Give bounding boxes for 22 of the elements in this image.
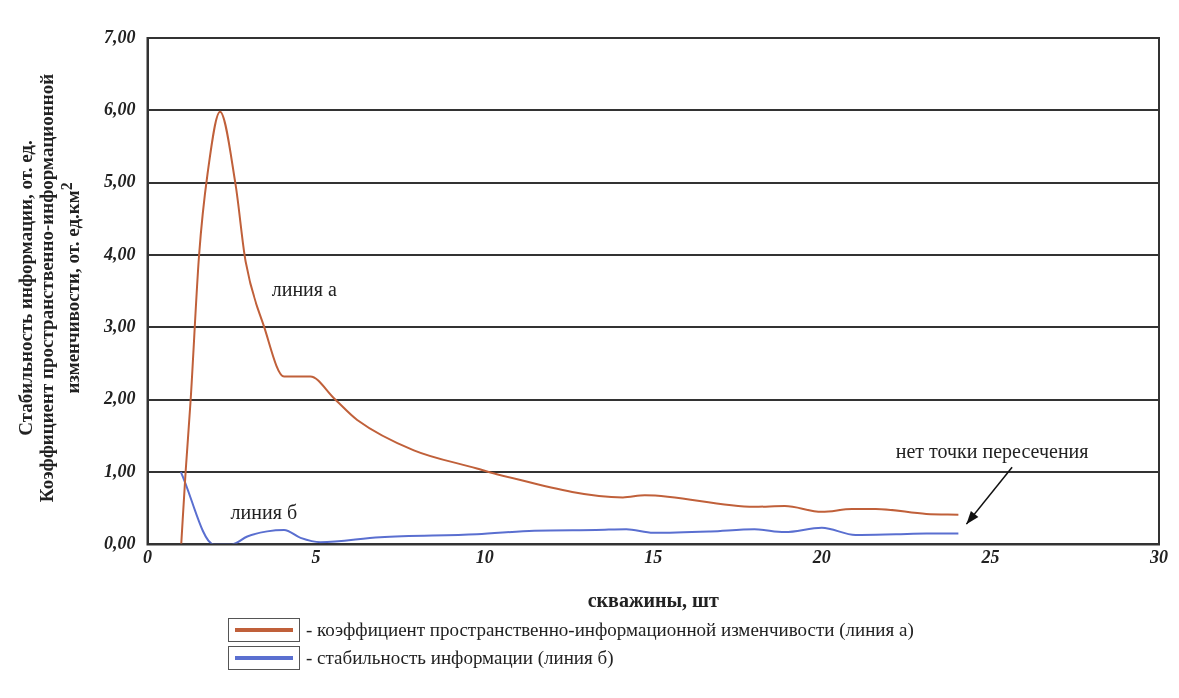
y-tick-label: 5,00 [104,171,136,192]
line-series [179,471,960,545]
legend-label: - стабильность информации (линия б) [306,647,614,669]
annotation: нет точки пересечения [895,440,1089,464]
x-tick-label: 0 [143,546,152,567]
y-tick-label: 4,00 [103,243,136,264]
y-tick-label: 1,00 [104,460,136,481]
annotation: линия б [230,501,298,524]
x-tick-label: 25 [980,546,1000,567]
legend-label: - коэффициент пространственно-информационной изменчивости (линия а) [306,619,914,641]
y-tick-label: 7,00 [104,26,136,47]
y-tick-label: 6,00 [104,99,136,119]
x-tick-label: 10 [475,546,494,567]
y-tick-label: 3,00 [103,316,136,337]
annotation: линия а [271,278,337,301]
y-tick-label: 0,00 [104,533,136,554]
x-tick-label: 20 [811,546,831,567]
x-tick-label: 5 [311,546,321,567]
x-tick-label: 15 [644,546,663,567]
y-tick-label: 2,00 [103,388,136,409]
x-axis-title: скважины, шт [587,589,719,612]
x-tick-label: 30 [1149,546,1168,567]
